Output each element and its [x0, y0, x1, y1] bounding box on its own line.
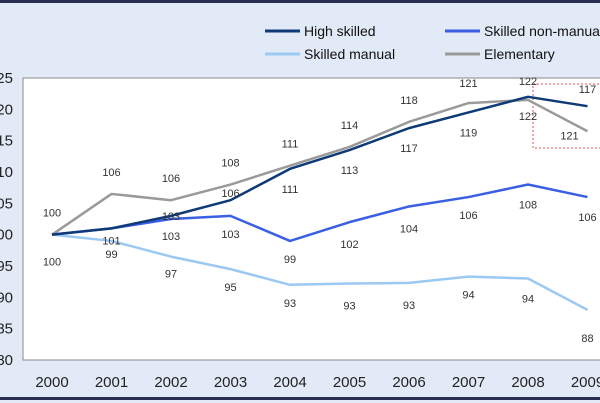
- data-label: 114: [341, 120, 359, 132]
- data-label: 100: [43, 257, 61, 269]
- data-label: 101: [102, 235, 120, 247]
- plot-area: [22, 77, 600, 361]
- data-label: 106: [102, 167, 120, 179]
- data-label: 95: [224, 282, 236, 294]
- line-chart: 125 120 115 110 105 100 95 90 85 80 2000 2001 2002 20…: [0, 23, 600, 391]
- y-tick-label: 105: [0, 195, 13, 212]
- y-tick-label: 110: [0, 164, 13, 181]
- data-label: 111: [282, 139, 299, 151]
- data-label: 99: [105, 249, 117, 261]
- x-tick-label: 2007: [452, 374, 485, 391]
- data-label: 97: [165, 269, 177, 281]
- legend-label: High skilled: [304, 23, 376, 39]
- data-label: 108: [221, 158, 239, 170]
- data-label: 108: [519, 200, 537, 212]
- data-label: 102: [340, 239, 358, 251]
- highlight-box: [532, 83, 600, 149]
- data-label: 117: [400, 143, 418, 155]
- data-label: 122: [519, 111, 537, 123]
- series-line-elementary: [51, 98, 589, 236]
- x-tick-label: 2009: [571, 374, 600, 391]
- y-tick-label: 100: [0, 227, 13, 244]
- data-label: 113: [341, 165, 359, 177]
- data-label: 122: [519, 76, 537, 88]
- data-label: 121: [560, 130, 578, 142]
- data-label: 106: [162, 173, 180, 185]
- data-label: 106: [578, 212, 596, 224]
- y-tick-label: 80: [0, 352, 13, 369]
- data-label: 117: [579, 84, 597, 96]
- x-tick-label: 2004: [273, 374, 306, 391]
- y-tick-label: 85: [0, 321, 13, 338]
- data-label: 121: [459, 78, 477, 90]
- series-line-high-skilled: [51, 95, 588, 236]
- data-label: 99: [284, 254, 296, 266]
- data-label: 88: [581, 333, 593, 345]
- y-tick-label: 90: [0, 289, 13, 306]
- y-tick-label: 120: [0, 101, 13, 118]
- data-label: 119: [460, 127, 478, 139]
- data-label: 104: [400, 223, 418, 235]
- y-tick-label: 125: [0, 70, 13, 87]
- x-tick-label: 2002: [154, 374, 187, 391]
- y-tick-label: 115: [0, 133, 13, 150]
- data-label: 94: [462, 290, 474, 302]
- data-label: 111: [282, 184, 299, 196]
- data-label: 103: [162, 211, 180, 223]
- legend-label: Skilled manual: [304, 46, 395, 62]
- x-tick-label: 2005: [333, 374, 366, 391]
- data-label: 100: [43, 208, 61, 220]
- series-line-skilled-non-manual: [51, 183, 588, 243]
- x-tick-label: 2001: [95, 374, 128, 391]
- data-label: 93: [284, 298, 296, 310]
- data-label: 93: [403, 300, 415, 312]
- data-label: 106: [459, 210, 477, 222]
- x-tick-label: 2000: [35, 374, 68, 391]
- y-tick-label: 95: [0, 258, 13, 275]
- data-label: 94: [522, 294, 534, 306]
- x-tick-label: 2006: [392, 374, 425, 391]
- data-label: 103: [221, 229, 239, 241]
- data-label: 118: [400, 95, 418, 107]
- series-line-skilled-manual: [51, 233, 589, 311]
- legend-label: Skilled non-manual: [484, 23, 600, 39]
- x-tick-label: 2003: [214, 374, 247, 391]
- data-label: 93: [343, 301, 355, 313]
- data-label: 106: [221, 188, 239, 200]
- legend-label: Elementary: [484, 46, 555, 62]
- x-tick-label: 2008: [511, 374, 544, 391]
- data-label: 103: [162, 231, 180, 243]
